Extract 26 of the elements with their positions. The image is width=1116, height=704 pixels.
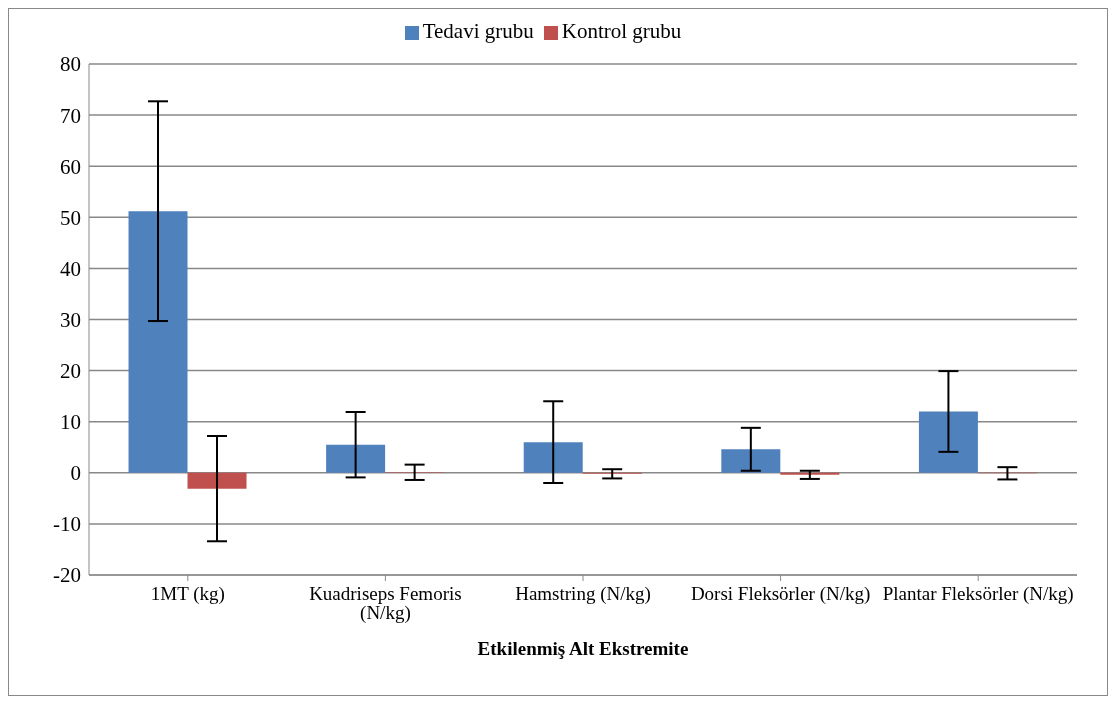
y-tick-label: 60 [60, 154, 81, 179]
x-tick-label: Plantar Fleksörler (N/kg) [882, 583, 1074, 606]
bar [326, 444, 386, 473]
x-tick-label: Hamstring (N/kg) [515, 583, 651, 606]
legend-label: Kontrol grubu [561, 19, 682, 43]
y-tick-label: 20 [60, 359, 81, 384]
y-tick-label: -10 [53, 512, 81, 537]
legend-label: Tedavi grubu [422, 19, 534, 43]
bar [128, 211, 188, 473]
y-tick-label: 50 [60, 205, 81, 230]
bar [721, 449, 781, 473]
y-tick-label: 80 [60, 52, 81, 77]
bar [523, 442, 583, 473]
y-tick-label: 70 [60, 103, 81, 128]
y-tick-label: 30 [60, 307, 81, 332]
y-tick-label: 10 [60, 410, 81, 435]
y-tick-label: -20 [53, 563, 81, 588]
y-tick-label: 40 [60, 256, 81, 281]
bar [187, 472, 247, 489]
bar [918, 411, 978, 473]
x-tick-label: 1MT (kg) [150, 583, 225, 606]
y-tick-label: 0 [70, 461, 81, 486]
bar [780, 472, 840, 475]
x-tick-label: Dorsi Fleksörler (N/kg) [690, 583, 871, 606]
x-tick-label: Kuadriseps Femoris (N/kg) [309, 583, 462, 625]
x-axis-title: Etkilenmiş Alt Ekstremite [477, 638, 689, 659]
